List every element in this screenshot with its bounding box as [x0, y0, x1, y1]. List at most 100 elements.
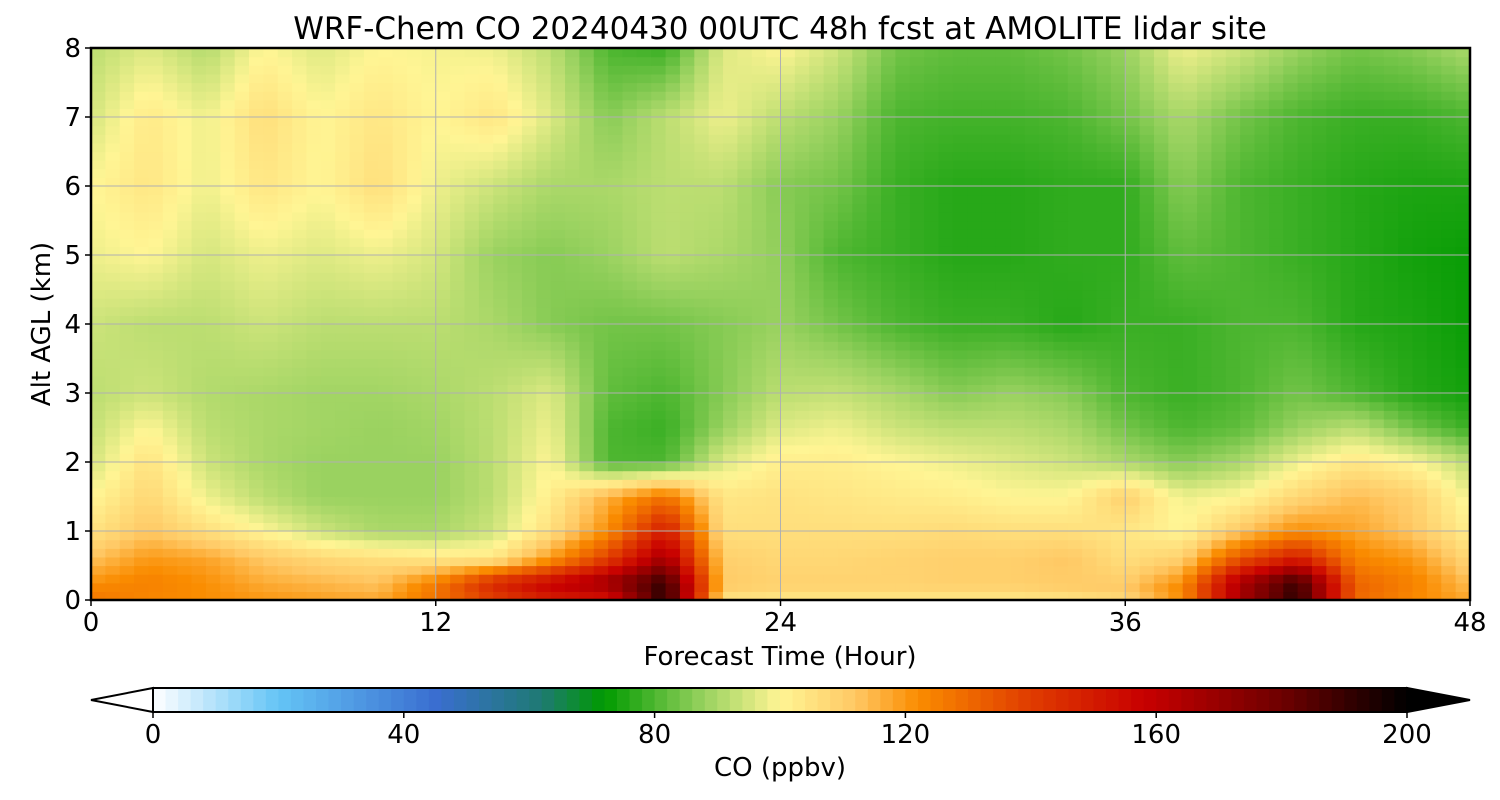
heatmap-cell — [881, 479, 897, 489]
heatmap-cell — [1182, 556, 1198, 567]
heatmap-cell — [1182, 470, 1198, 480]
heatmap-cell — [421, 436, 437, 446]
heatmap-cell — [1182, 177, 1198, 187]
heatmap-cell — [837, 401, 853, 411]
heatmap-cell — [1254, 263, 1270, 273]
heatmap-cell — [450, 531, 466, 541]
heatmap-cell — [507, 324, 523, 334]
heatmap-cell — [1297, 151, 1313, 161]
heatmap-cell — [1039, 401, 1055, 411]
heatmap-cell — [134, 315, 150, 325]
heatmap-cell — [1082, 479, 1098, 489]
heatmap-cell — [1311, 332, 1327, 342]
heatmap-cell — [708, 393, 724, 403]
heatmap-cell — [1240, 574, 1256, 584]
heatmap-cell — [938, 272, 954, 282]
heatmap-cell — [608, 324, 624, 334]
heatmap-cell — [852, 220, 868, 230]
heatmap-cell — [349, 160, 365, 170]
heatmap-cell — [1153, 168, 1169, 178]
heatmap-cell — [938, 496, 954, 506]
heatmap-cell — [794, 513, 810, 523]
heatmap-cell — [220, 522, 236, 532]
heatmap-cell — [392, 427, 408, 437]
heatmap-cell — [1254, 211, 1270, 222]
heatmap-cell — [766, 186, 782, 196]
heatmap-cell — [1340, 418, 1356, 429]
heatmap-cell — [550, 582, 566, 592]
heatmap-cell — [852, 194, 868, 204]
heatmap-cell — [134, 220, 150, 230]
heatmap-cell — [694, 496, 710, 506]
heatmap-cell — [579, 306, 595, 316]
heatmap-cell — [1268, 393, 1284, 403]
heatmap-cell — [1455, 229, 1470, 239]
heatmap-cell — [1110, 470, 1126, 480]
heatmap-cell — [1398, 349, 1414, 360]
heatmap-cell — [1096, 410, 1112, 420]
heatmap-cell — [1240, 436, 1256, 446]
heatmap-cell — [1168, 531, 1184, 541]
heatmap-cell — [981, 505, 997, 515]
heatmap-cell — [622, 315, 638, 325]
heatmap-cell — [263, 582, 279, 592]
heatmap-cell — [536, 539, 552, 549]
heatmap-cell — [1398, 436, 1414, 446]
heatmap-cell — [737, 255, 753, 265]
heatmap-cell — [493, 531, 509, 541]
heatmap-cell — [363, 565, 379, 575]
heatmap-cell — [579, 280, 595, 291]
heatmap-cell — [306, 349, 322, 360]
heatmap-cell — [148, 548, 164, 558]
heatmap-cell — [780, 556, 796, 567]
heatmap-cell — [292, 436, 308, 446]
heatmap-cell — [105, 513, 121, 523]
heatmap-cell — [105, 591, 121, 600]
heatmap-cell — [1326, 393, 1342, 403]
heatmap-cell — [1211, 436, 1227, 446]
heatmap-cell — [866, 194, 882, 204]
heatmap-cell — [292, 168, 308, 178]
heatmap-cell — [1082, 574, 1098, 584]
heatmap-cell — [493, 186, 509, 196]
heatmap-cell — [1369, 522, 1385, 532]
heatmap-cell — [794, 194, 810, 204]
heatmap-cell — [220, 531, 236, 541]
heatmap-cell — [565, 246, 580, 256]
heatmap-cell — [363, 349, 379, 360]
heatmap-cell — [148, 462, 164, 472]
heatmap-cell — [622, 505, 638, 515]
heatmap-cell — [1197, 453, 1213, 463]
heatmap-cell — [651, 194, 667, 204]
heatmap-cell — [1283, 367, 1299, 377]
heatmap-cell — [881, 160, 897, 170]
heatmap-cell — [679, 574, 695, 584]
heatmap-cell — [435, 306, 451, 316]
heatmap-cell — [780, 539, 796, 549]
heatmap-cell — [1024, 151, 1040, 161]
heatmap-cell — [119, 531, 135, 541]
heatmap-cell — [91, 513, 106, 523]
heatmap-cell — [177, 203, 193, 213]
heatmap-cell — [866, 444, 882, 454]
heatmap-cell — [593, 349, 609, 360]
heatmap-cell — [794, 151, 810, 161]
heatmap-cell — [162, 237, 178, 247]
heatmap-cell — [938, 263, 954, 273]
heatmap-cell — [105, 531, 121, 541]
heatmap-cell — [1082, 565, 1098, 575]
heatmap-cell — [536, 375, 552, 385]
heatmap-cell — [651, 574, 667, 584]
heatmap-cell — [550, 496, 566, 506]
heatmap-cell — [450, 255, 466, 265]
heatmap-cell — [1139, 410, 1155, 420]
heatmap-cell — [521, 255, 537, 265]
heatmap-cell — [651, 229, 667, 239]
heatmap-cell — [751, 410, 767, 420]
heatmap-cell — [1096, 306, 1112, 316]
heatmap-cell — [392, 186, 408, 196]
heatmap-cell — [134, 548, 150, 558]
heatmap-cell — [1125, 462, 1141, 472]
heatmap-cell — [550, 410, 566, 420]
heatmap-cell — [550, 556, 566, 567]
